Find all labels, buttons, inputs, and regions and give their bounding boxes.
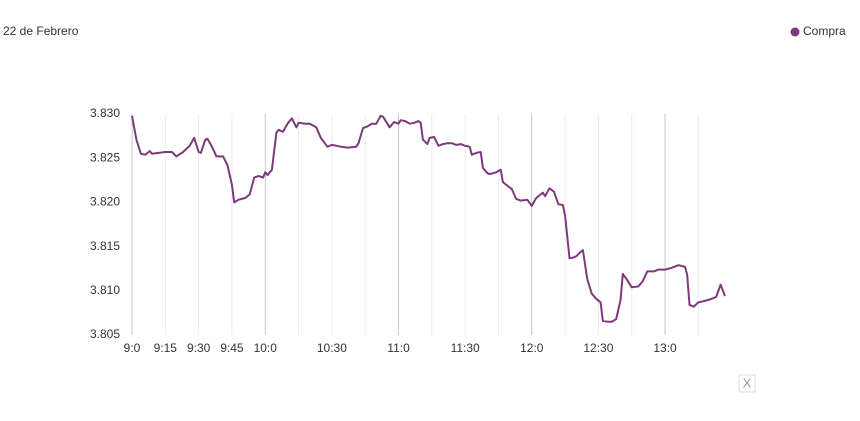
y-tick-label: 3.805 <box>90 327 120 341</box>
y-tick-label: 3.830 <box>90 106 120 120</box>
y-tick-label: 3.815 <box>90 239 120 253</box>
x-tick-label: 12:30 <box>583 341 613 355</box>
x-tick-label: 13:0 <box>653 341 677 355</box>
close-label[interactable]: X <box>743 375 752 390</box>
x-tick-label: 9:0 <box>124 341 141 355</box>
x-tick-label: 12:0 <box>520 341 544 355</box>
legend-label: Compra <box>803 24 846 38</box>
x-tick-label: 9:45 <box>220 341 244 355</box>
close-button[interactable] <box>738 374 756 393</box>
chart-title: 22 de Febrero <box>3 24 79 38</box>
x-tick-label: 10:0 <box>254 341 278 355</box>
x-tick-label: 9:15 <box>154 341 178 355</box>
x-tick-label: 9:30 <box>187 341 211 355</box>
x-tick-label: 11:30 <box>451 341 480 355</box>
legend-marker <box>790 27 800 37</box>
y-tick-label: 3.820 <box>90 195 120 209</box>
x-tick-label: 11:0 <box>387 341 410 355</box>
y-tick-label: 3.825 <box>90 150 120 164</box>
x-tick-label: 10:30 <box>317 341 347 355</box>
y-tick-label: 3.810 <box>90 283 120 297</box>
data-line <box>131 114 726 323</box>
